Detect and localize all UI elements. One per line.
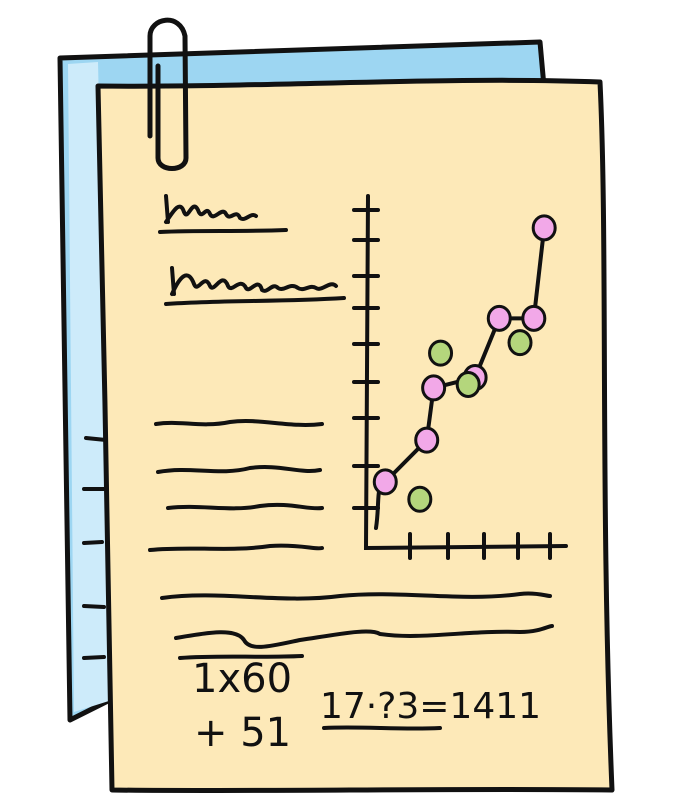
chart-point [421,374,447,402]
handwritten-math: 1x60 + 51 17·?3=1411 [178,654,541,756]
chart-point [372,468,398,496]
chart-point [428,339,454,367]
chart-point [455,370,481,398]
chart-point [486,304,512,332]
scribble-heading [158,194,346,306]
math-line-2: + 51 [194,710,291,756]
math-line-1: 1x60 [192,656,292,702]
scatter-chart [352,194,568,560]
chart-points [372,214,557,513]
chart-point [414,426,440,454]
chart-point [521,304,547,332]
front-sheet [95,77,615,794]
chart-point [507,329,533,357]
paperclip-icon [147,17,189,171]
chart-axis-lines [363,194,568,551]
wavy-text-lines [148,419,554,649]
chart-point [407,485,433,513]
chart-axes [352,194,568,560]
math-equation: 17·?3=1411 [320,686,541,727]
chart-point [531,214,557,242]
